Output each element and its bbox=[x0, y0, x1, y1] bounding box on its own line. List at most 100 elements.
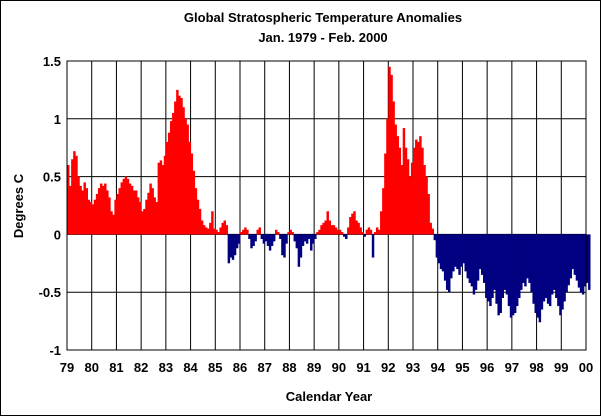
bar bbox=[470, 234, 474, 287]
x-tick-label: 86 bbox=[233, 360, 247, 375]
x-tick-label: 88 bbox=[282, 360, 296, 375]
bar bbox=[250, 234, 253, 249]
bar bbox=[126, 178, 130, 235]
bar bbox=[361, 232, 364, 235]
bar bbox=[563, 234, 566, 302]
bar bbox=[260, 234, 264, 240]
bar bbox=[314, 234, 317, 240]
bar bbox=[532, 234, 535, 304]
bar bbox=[209, 222, 212, 235]
bar bbox=[386, 118, 389, 235]
chart-title: Global Stratospheric Temperature Anomali… bbox=[184, 10, 462, 25]
plot-area-border bbox=[66, 60, 587, 351]
bar bbox=[132, 190, 136, 235]
bar bbox=[505, 234, 509, 295]
bar bbox=[480, 234, 484, 275]
bar bbox=[114, 199, 117, 235]
x-tick-label: 00 bbox=[579, 360, 593, 375]
bar bbox=[526, 234, 529, 279]
bar bbox=[540, 234, 544, 310]
bar bbox=[435, 234, 439, 258]
bar bbox=[425, 176, 428, 235]
bar bbox=[404, 147, 408, 235]
x-tick-label: 97 bbox=[505, 360, 519, 375]
bar bbox=[233, 234, 237, 256]
bar bbox=[375, 227, 379, 235]
bar bbox=[229, 234, 233, 258]
bar bbox=[145, 199, 148, 235]
bar bbox=[575, 234, 579, 281]
bar bbox=[176, 89, 179, 235]
y-tick-label: 1 bbox=[54, 112, 61, 127]
bar bbox=[81, 190, 84, 235]
bar bbox=[429, 222, 432, 235]
axes-group bbox=[66, 60, 587, 351]
bar bbox=[264, 234, 268, 242]
bar bbox=[571, 234, 575, 270]
bar bbox=[102, 185, 105, 235]
bar bbox=[437, 234, 441, 264]
bar bbox=[466, 234, 470, 279]
bar bbox=[503, 234, 507, 290]
bar bbox=[79, 185, 82, 235]
bar bbox=[258, 227, 261, 235]
bar bbox=[262, 234, 266, 244]
bar bbox=[277, 232, 280, 235]
bar bbox=[182, 107, 185, 235]
bar bbox=[487, 234, 490, 302]
bar bbox=[237, 234, 241, 244]
bar bbox=[120, 182, 124, 235]
bar bbox=[340, 232, 344, 235]
bar bbox=[515, 234, 519, 307]
bar bbox=[355, 220, 358, 235]
bar bbox=[268, 234, 272, 251]
bar bbox=[511, 234, 515, 316]
x-tick-label: 87 bbox=[257, 360, 271, 375]
bar bbox=[188, 141, 191, 235]
bar bbox=[542, 234, 546, 302]
bar bbox=[75, 155, 78, 235]
bar bbox=[559, 234, 562, 316]
bar bbox=[398, 147, 402, 235]
y-tick-labels: 1.5 1 0.5 0 -0.5 -1 bbox=[39, 54, 61, 358]
bar bbox=[326, 211, 329, 235]
bar bbox=[110, 211, 113, 235]
bar bbox=[139, 202, 142, 235]
bar bbox=[116, 193, 119, 235]
bar bbox=[509, 234, 513, 318]
bar bbox=[349, 217, 352, 235]
bar bbox=[530, 234, 533, 293]
bar bbox=[458, 234, 461, 275]
bar bbox=[365, 229, 369, 235]
bar bbox=[351, 213, 354, 235]
bar bbox=[454, 234, 457, 267]
bar bbox=[184, 118, 187, 235]
x-tick-labels: 79 80 81 82 83 84 85 86 87 88 89 90 91 92 93 94 95 96 97 98… bbox=[60, 360, 593, 375]
bar bbox=[421, 147, 424, 235]
bar bbox=[565, 234, 568, 293]
bar bbox=[384, 153, 387, 235]
bar bbox=[178, 95, 181, 235]
bar bbox=[553, 234, 556, 290]
bar bbox=[336, 229, 340, 235]
bar bbox=[87, 199, 91, 235]
bar bbox=[83, 182, 86, 235]
bar bbox=[534, 234, 537, 314]
bar bbox=[332, 225, 336, 235]
bar bbox=[450, 234, 453, 279]
x-tick-label: 96 bbox=[480, 360, 494, 375]
bar bbox=[528, 234, 531, 283]
bar bbox=[345, 234, 348, 240]
bar bbox=[202, 225, 206, 235]
x-tick-label: 93 bbox=[406, 360, 420, 375]
x-tick-label: 90 bbox=[332, 360, 346, 375]
bar bbox=[141, 211, 144, 235]
bar bbox=[242, 229, 245, 235]
bar bbox=[410, 162, 414, 235]
x-axis-label: Calendar Year bbox=[286, 389, 372, 404]
bar bbox=[536, 234, 540, 318]
bar bbox=[91, 204, 95, 235]
bar bbox=[118, 188, 121, 235]
bar bbox=[172, 113, 175, 235]
x-tick-label: 82 bbox=[134, 360, 148, 375]
